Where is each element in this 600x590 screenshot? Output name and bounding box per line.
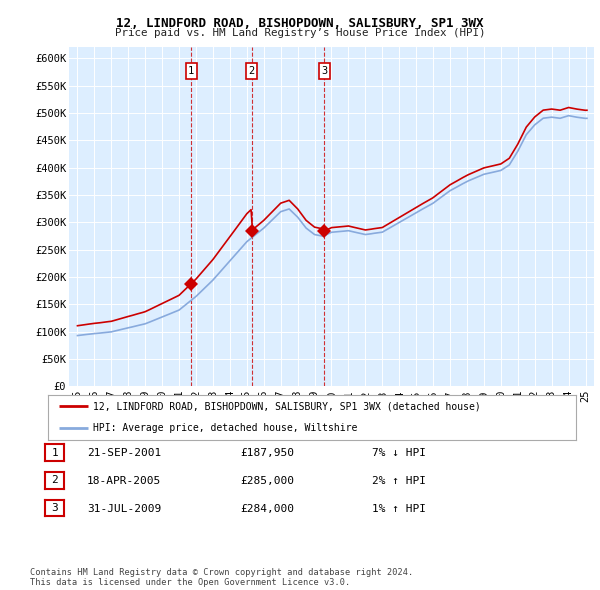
Text: 1: 1 — [51, 448, 58, 457]
Text: 7% ↓ HPI: 7% ↓ HPI — [372, 448, 426, 458]
Text: 1: 1 — [188, 66, 194, 76]
Text: £284,000: £284,000 — [240, 504, 294, 513]
Text: Price paid vs. HM Land Registry’s House Price Index (HPI): Price paid vs. HM Land Registry’s House … — [115, 28, 485, 38]
Text: £285,000: £285,000 — [240, 476, 294, 486]
Text: 2: 2 — [248, 66, 255, 76]
Text: 2: 2 — [51, 476, 58, 485]
Text: 18-APR-2005: 18-APR-2005 — [87, 476, 161, 486]
Text: HPI: Average price, detached house, Wiltshire: HPI: Average price, detached house, Wilt… — [93, 424, 357, 434]
Text: 12, LINDFORD ROAD, BISHOPDOWN, SALISBURY, SP1 3WX (detached house): 12, LINDFORD ROAD, BISHOPDOWN, SALISBURY… — [93, 401, 481, 411]
Text: £187,950: £187,950 — [240, 448, 294, 458]
Text: 3: 3 — [51, 503, 58, 513]
Text: 21-SEP-2001: 21-SEP-2001 — [87, 448, 161, 458]
Text: 31-JUL-2009: 31-JUL-2009 — [87, 504, 161, 513]
Text: 1% ↑ HPI: 1% ↑ HPI — [372, 504, 426, 513]
Text: 2% ↑ HPI: 2% ↑ HPI — [372, 476, 426, 486]
Text: 3: 3 — [321, 66, 328, 76]
Text: Contains HM Land Registry data © Crown copyright and database right 2024.
This d: Contains HM Land Registry data © Crown c… — [30, 568, 413, 587]
Text: 12, LINDFORD ROAD, BISHOPDOWN, SALISBURY, SP1 3WX: 12, LINDFORD ROAD, BISHOPDOWN, SALISBURY… — [116, 17, 484, 30]
